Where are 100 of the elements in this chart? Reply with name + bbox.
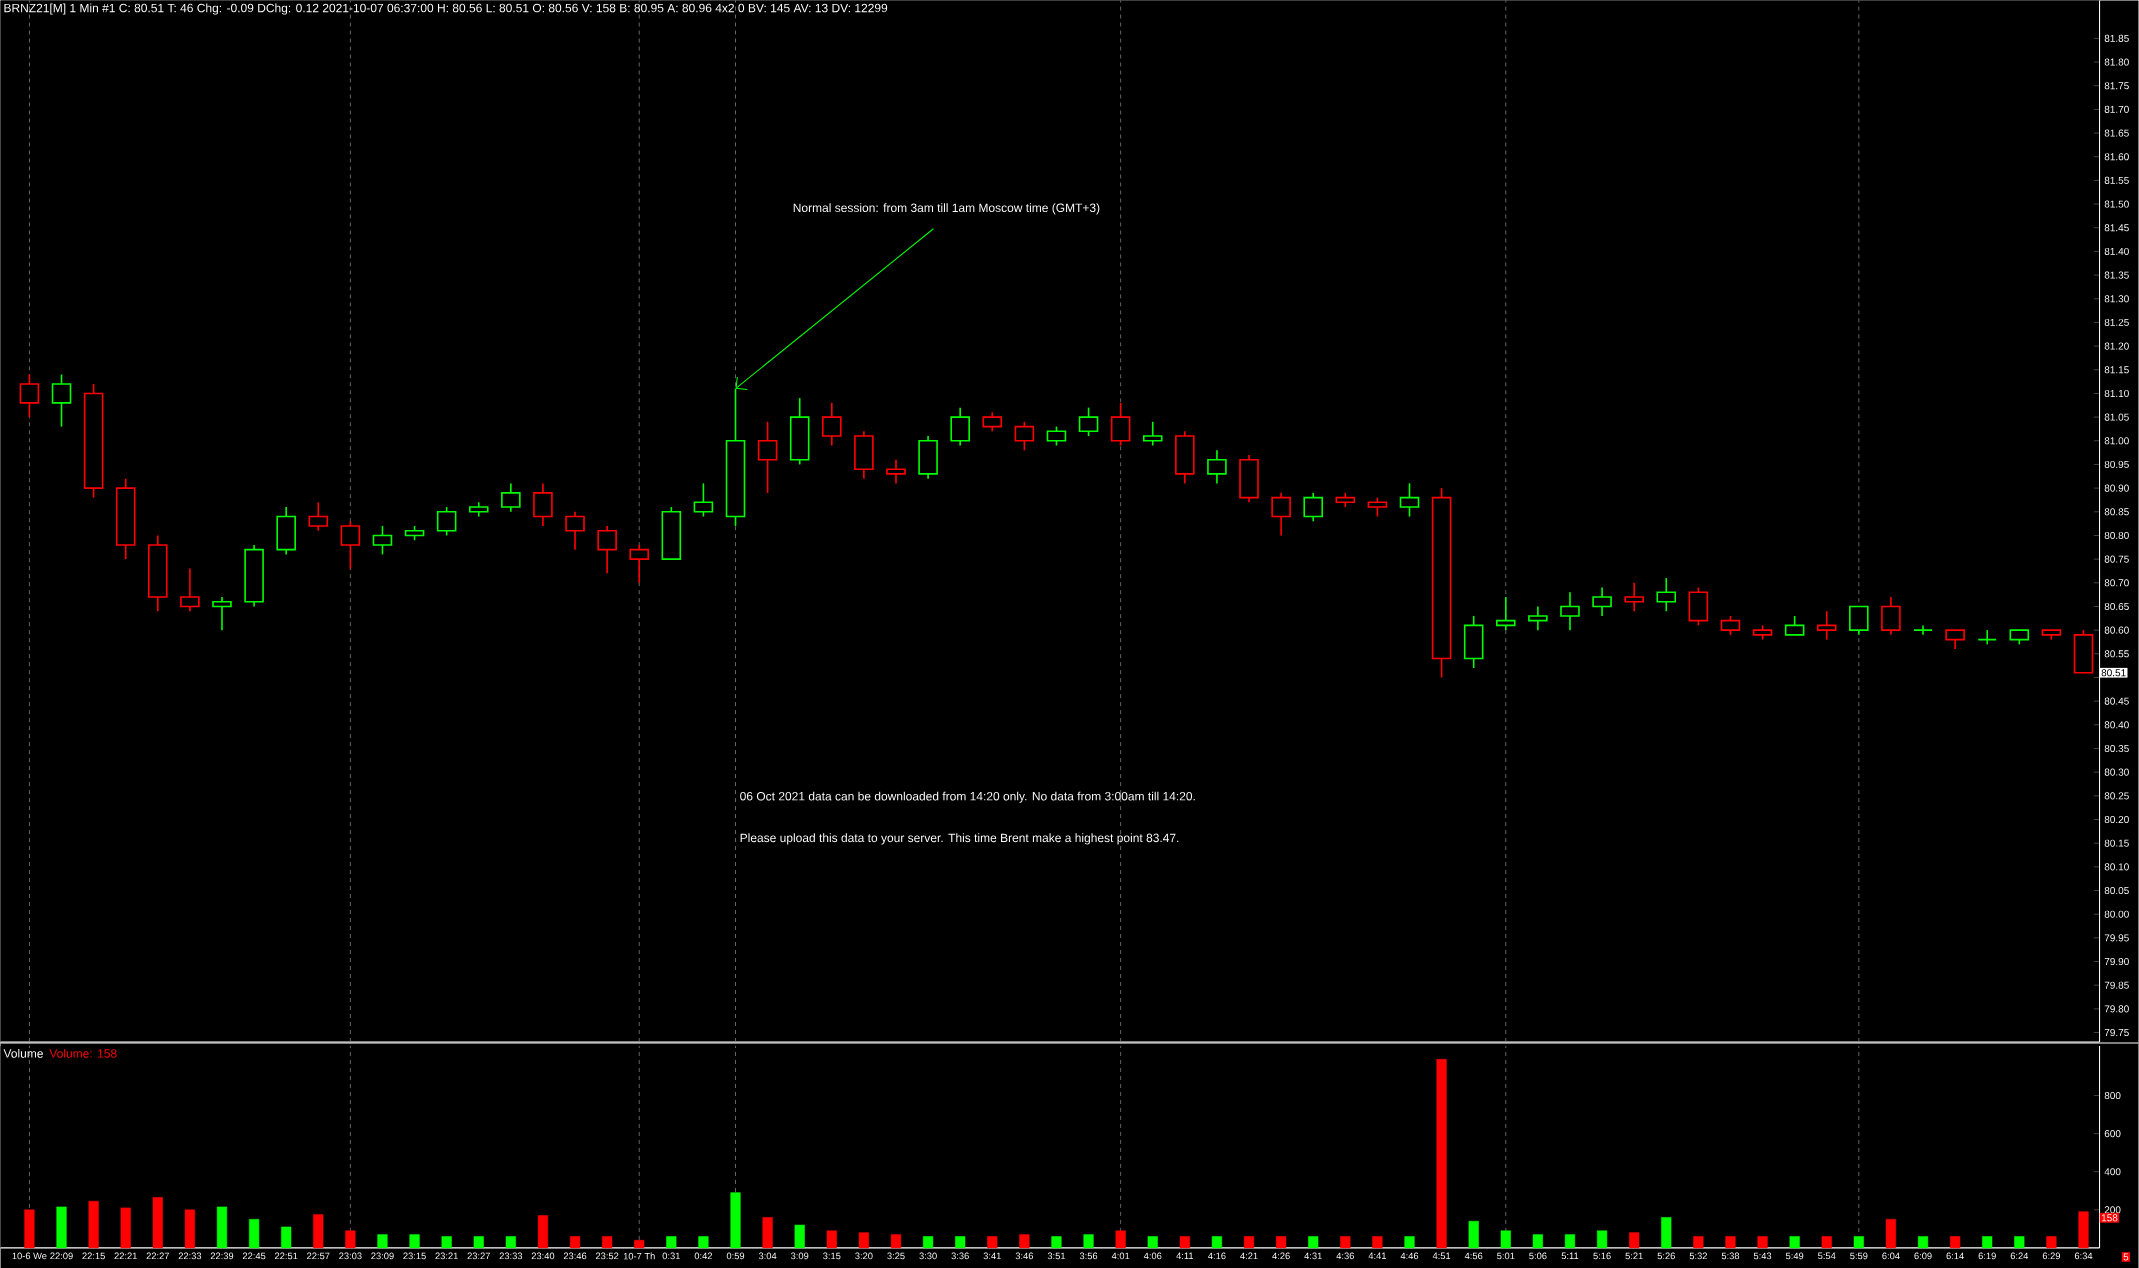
- x-tick-label: 3:41: [983, 1252, 1001, 1260]
- x-tick-label: 23:40: [531, 1252, 555, 1260]
- x-tick-label: 22:33: [178, 1252, 202, 1260]
- x-tick-label: 6:24: [2010, 1252, 2029, 1260]
- chart-title: BRNZ21[M] 1 Min #1 C: 80.51 T: 46 Chg: -0.09 DChg: 0.12 2021-10-07 06:37:00 H: 80.56 L: 80.51 O: 80.56 V: 158 B: 80.95 A: 80.96 4x2 0 BV: 145 AV: 13 DV: 12299: [4, 3, 888, 15]
- y-tick-label: 80.05: [2104, 887, 2129, 895]
- y-tick-label: 81.75: [2104, 82, 2129, 90]
- x-tick-label: 22:51: [274, 1252, 298, 1260]
- x-tick-label: 10-7 Th: [623, 1252, 655, 1260]
- y-tick-label: 79.85: [2104, 981, 2129, 989]
- x-tick-label: 3:36: [951, 1252, 969, 1260]
- chart-subtitle: Volume: 158: [49, 1048, 117, 1058]
- y-tick-label: 400: [2104, 1168, 2121, 1176]
- y-tick-label: 80.70: [2104, 579, 2129, 587]
- x-tick-label: 5:06: [1529, 1252, 1547, 1260]
- x-tick-label: 3:30: [919, 1252, 937, 1260]
- x-tick-label: 3:51: [1047, 1252, 1066, 1260]
- x-tick-label: 22:09: [50, 1252, 73, 1260]
- x-tick-label: 5:43: [1753, 1252, 1772, 1260]
- x-tick-label: 23:27: [467, 1252, 490, 1260]
- y-tick-label: 80.55: [2104, 650, 2129, 658]
- x-tick-label: 4:51: [1432, 1252, 1451, 1260]
- x-tick-label: 23:03: [339, 1252, 362, 1260]
- annotation: Please upload this data to your server. This time Brent make a highest point 83.47.: [740, 833, 1179, 845]
- x-tick-label: 5:32: [1689, 1252, 1707, 1260]
- x-tick-label: 0:31: [662, 1252, 680, 1260]
- x-tick-label: 3:20: [855, 1252, 873, 1260]
- y-tick-label: 79.80: [2104, 1005, 2129, 1013]
- x-tick-label: 22:45: [242, 1252, 266, 1260]
- y-tick-label: 80.85: [2104, 508, 2129, 516]
- x-tick-label: 6:09: [1914, 1252, 1932, 1260]
- text: 5: [2123, 1253, 2129, 1261]
- x-tick-label: 22:15: [82, 1252, 105, 1260]
- x-tick-label: 4:01: [1111, 1252, 1130, 1260]
- x-tick-label: 4:56: [1464, 1252, 1483, 1260]
- annotation: 06 Oct 2021 data can be downloaded from 14:20 only. No data from 3:00am till 14:20.: [740, 791, 1195, 803]
- x-tick-label: 5:11: [1561, 1252, 1579, 1260]
- x-tick-label: 3:15: [823, 1252, 841, 1260]
- y-tick-label: 80.25: [2104, 792, 2129, 800]
- y-tick-label: 81.60: [2104, 153, 2129, 161]
- y-tick-label: 80.65: [2104, 602, 2129, 611]
- x-tick-label: 3:56: [1079, 1252, 1098, 1260]
- x-tick-label: 23:21: [435, 1252, 458, 1260]
- x-tick-label: 6:29: [2042, 1252, 2061, 1260]
- x-tick-label: 6:14: [1946, 1252, 1964, 1260]
- y-tick-label: 81.05: [2104, 413, 2129, 421]
- y-tick-label: 80.00: [2104, 910, 2129, 918]
- x-tick-label: 4:06: [1143, 1252, 1162, 1260]
- x-tick-label: 3:46: [1015, 1252, 1034, 1260]
- y-tick-label: 81.65: [2104, 129, 2129, 137]
- y-tick-label: 80.95: [2104, 460, 2129, 469]
- y-tick-label: 200: [2104, 1206, 2121, 1214]
- x-tick-label: 10-6 We: [12, 1252, 47, 1260]
- x-tick-label: 4:11: [1176, 1252, 1194, 1260]
- x-tick-label: 23:33: [499, 1252, 523, 1260]
- y-tick-label: 81.30: [2104, 295, 2129, 303]
- x-tick-label: 22:57: [307, 1252, 330, 1260]
- x-tick-label: 22:21: [114, 1252, 137, 1260]
- x-tick-label: 5:26: [1657, 1252, 1675, 1260]
- y-tick-label: 800: [2104, 1092, 2121, 1100]
- x-tick-label: 5:54: [1818, 1252, 1836, 1260]
- x-tick-label: 5:16: [1593, 1252, 1611, 1260]
- x-tick-label: 0:42: [694, 1252, 713, 1260]
- y-tick-label: 81.55: [2104, 176, 2129, 184]
- y-tick-label: 600: [2104, 1130, 2121, 1138]
- x-tick-label: 5:21: [1625, 1252, 1643, 1260]
- x-tick-label: 0:59: [726, 1252, 745, 1260]
- x-tick-label: 22:27: [146, 1252, 170, 1260]
- y-tick-label: 81.70: [2104, 105, 2129, 113]
- x-tick-label: 4:31: [1304, 1252, 1322, 1260]
- y-tick-label: 79.95: [2104, 934, 2129, 942]
- x-tick-label: 4:46: [1400, 1252, 1419, 1260]
- y-tick-label: 81.35: [2104, 271, 2129, 279]
- x-tick-label: 4:41: [1368, 1252, 1387, 1260]
- y-tick-label: 81.45: [2104, 224, 2129, 232]
- y-tick-label: 80.20: [2104, 816, 2129, 824]
- y-tick-label: 80.30: [2104, 768, 2129, 776]
- x-tick-label: 5:59: [1850, 1252, 1868, 1260]
- y-tick-label: 81.10: [2104, 389, 2129, 398]
- y-tick-label: 81.00: [2104, 437, 2129, 445]
- x-tick-label: 6:04: [1882, 1252, 1900, 1260]
- annotation: 80.51: [2101, 669, 2126, 677]
- y-tick-label: 80.10: [2104, 863, 2129, 871]
- x-tick-label: 6:19: [1978, 1252, 1996, 1260]
- x-tick-label: 22:39: [210, 1252, 234, 1260]
- y-tick-label: 80.60: [2104, 626, 2129, 634]
- x-tick-label: 3:09: [790, 1252, 809, 1260]
- x-tick-label: 4:21: [1240, 1252, 1258, 1260]
- x-tick-label: 4:36: [1336, 1252, 1354, 1260]
- x-tick-label: 5:38: [1721, 1252, 1740, 1260]
- x-tick-label: 23:15: [403, 1252, 426, 1260]
- x-tick-label: 6:34: [2074, 1252, 2093, 1260]
- y-tick-label: 81.50: [2104, 200, 2129, 208]
- x-tick-label: 4:26: [1272, 1252, 1290, 1260]
- y-tick-label: 81.40: [2104, 247, 2129, 256]
- x-tick-label: 3:25: [887, 1252, 905, 1260]
- x-tick-label: 23:09: [371, 1252, 394, 1260]
- y-tick-label: 80.90: [2104, 484, 2129, 492]
- x-tick-label: 23:52: [595, 1252, 619, 1260]
- x-tick-label: 4:16: [1208, 1252, 1226, 1260]
